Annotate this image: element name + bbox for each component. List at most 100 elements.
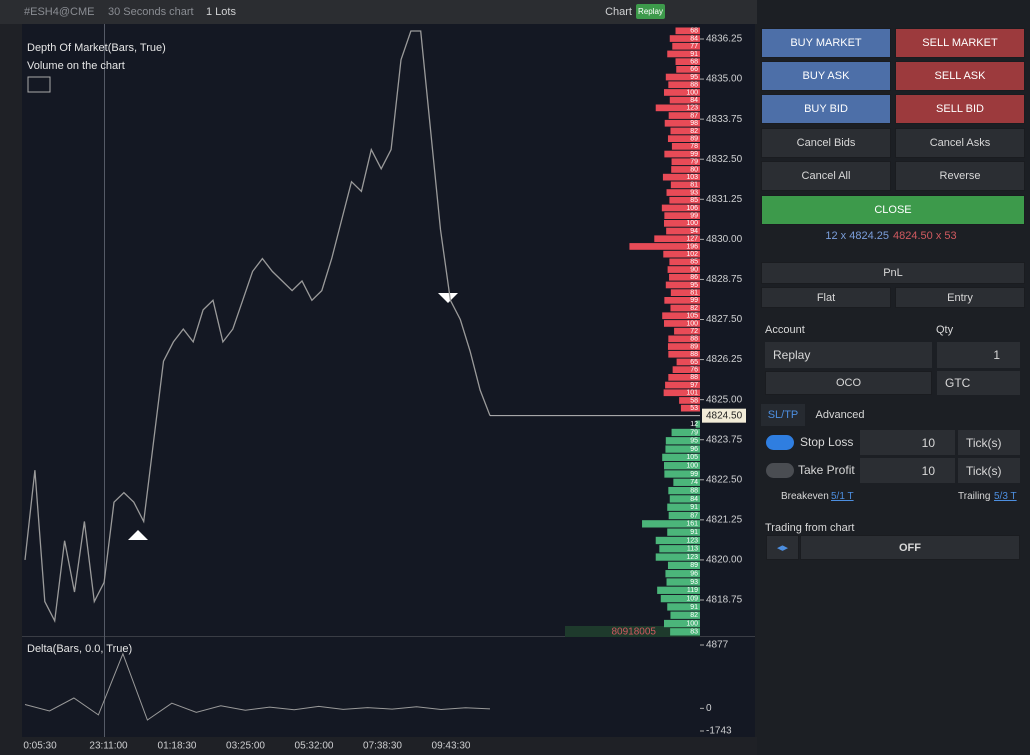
sell-market-button[interactable]: SELL MARKET: [895, 28, 1025, 58]
bid-size: 91: [690, 504, 698, 511]
ask-size: 105: [686, 313, 698, 320]
reverse-button[interactable]: Reverse: [895, 161, 1025, 191]
bid-bar: [673, 478, 700, 486]
bid-bar: [668, 511, 700, 520]
bid-size: 12: [690, 421, 698, 428]
ask-size: 82: [690, 305, 698, 312]
close-button[interactable]: CLOSE: [761, 195, 1025, 225]
bid-bar: [662, 453, 700, 462]
trading-from-chart-label: Trading from chart: [765, 522, 855, 534]
ask-size: 79: [690, 159, 698, 166]
bid-size: 91: [690, 604, 698, 611]
ask-bar: [674, 327, 700, 335]
buy-ask-button[interactable]: BUY ASK: [761, 61, 891, 91]
qty-input[interactable]: 1: [937, 342, 1020, 368]
ask-bar: [655, 104, 700, 112]
bid-bar: [667, 503, 700, 511]
ask-size: 95: [690, 74, 698, 81]
stop-loss-toggle[interactable]: [766, 435, 794, 450]
bid-bar: [670, 611, 700, 619]
y-tick-label: 4825.00: [706, 394, 743, 405]
ask-size: 99: [690, 212, 698, 219]
volume-box: [565, 626, 700, 637]
trading-state[interactable]: OFF: [800, 535, 1020, 560]
buy-market-button[interactable]: BUY MARKET: [761, 28, 891, 58]
bid-size: 89: [690, 562, 698, 569]
trailing-value[interactable]: 5/3 T: [994, 490, 1017, 502]
ask-bar: [664, 89, 700, 96]
sltp-tab[interactable]: SL/TP: [761, 404, 805, 426]
bid-size: 82: [690, 612, 698, 619]
stop-loss-input[interactable]: 10: [860, 430, 955, 455]
symbol[interactable]: #ESH4@CME: [24, 6, 94, 18]
ask-bar: [670, 304, 700, 312]
ask-size: 99: [690, 297, 698, 304]
trading-toggle-icon[interactable]: ◂▸: [766, 535, 799, 560]
breakeven-value[interactable]: 5/1 T: [831, 490, 854, 502]
cancel-bids-button[interactable]: Cancel Bids: [761, 128, 891, 158]
ask-bar: [668, 81, 700, 89]
advanced-tab[interactable]: Advanced: [815, 409, 865, 421]
timeframe[interactable]: 30 Seconds chart: [108, 6, 194, 18]
ask-size: 88: [690, 336, 698, 343]
ask-bar: [671, 143, 700, 150]
chart-label: Chart: [605, 6, 632, 18]
stop-loss-unit[interactable]: Tick(s): [958, 430, 1020, 455]
bid-size: 123: [686, 554, 698, 561]
bid-size: 96: [690, 571, 698, 578]
price-pane: [22, 24, 755, 636]
account-dropdown[interactable]: Replay: [765, 342, 932, 368]
ask-size: 94: [690, 228, 698, 235]
take-profit-unit[interactable]: Tick(s): [958, 458, 1020, 483]
ask-size: 53: [690, 405, 698, 412]
ask-size: 72: [690, 328, 698, 335]
ask-size: 68: [690, 28, 698, 35]
ask-size: 82: [690, 128, 698, 135]
ask-quote: 4824.50 x 53: [893, 230, 957, 242]
bid-size: 84: [690, 496, 698, 503]
ask-size: 89: [690, 343, 698, 350]
delta-tick-label: 0: [706, 703, 712, 714]
ask-size: 81: [690, 182, 698, 189]
take-profit-input[interactable]: 10: [860, 458, 955, 483]
take-profit-toggle[interactable]: [766, 463, 794, 478]
replay-label: Replay: [638, 7, 663, 16]
y-tick-label: 4827.50: [706, 314, 743, 325]
buy-bid-button[interactable]: BUY BID: [761, 94, 891, 124]
entry-header: Entry: [895, 287, 1025, 308]
bid-size: 95: [690, 438, 698, 445]
ask-bar: [669, 258, 700, 266]
cancel-all-button[interactable]: Cancel All: [761, 161, 891, 191]
x-tick-label: 03:25:00: [226, 741, 265, 752]
ask-bar: [667, 266, 700, 273]
ask-bar: [668, 374, 700, 381]
bid-bar: [668, 486, 700, 495]
sell-ask-button[interactable]: SELL ASK: [895, 61, 1025, 91]
tif-dropdown[interactable]: GTC: [937, 371, 1020, 395]
oco-button[interactable]: OCO: [765, 371, 932, 395]
lots[interactable]: 1 Lots: [206, 6, 236, 18]
cancel-asks-button[interactable]: Cancel Asks: [895, 128, 1025, 158]
volume-total: 80918005: [612, 627, 657, 638]
ask-bar: [665, 281, 700, 289]
ask-bar: [665, 73, 700, 81]
sell-marker: [438, 293, 458, 303]
bid-bar: [664, 462, 700, 470]
collapse-button[interactable]: [27, 76, 51, 93]
sell-bid-button[interactable]: SELL BID: [895, 94, 1025, 124]
ask-size: 87: [690, 112, 698, 119]
delta-tick-label: 4877: [706, 640, 729, 651]
bid-size: 161: [686, 521, 698, 528]
ask-size: 93: [690, 189, 698, 196]
ask-size: 99: [690, 151, 698, 158]
bid-bar: [655, 536, 700, 545]
ask-size: 90: [690, 266, 698, 273]
price-line: [24, 30, 491, 623]
ask-size: 88: [690, 374, 698, 381]
ask-size: 84: [690, 97, 698, 104]
bid-bar: [664, 470, 700, 478]
ask-size: 84: [690, 35, 698, 42]
ask-bar: [668, 335, 700, 343]
current-price-label: 4824.50: [706, 410, 743, 421]
